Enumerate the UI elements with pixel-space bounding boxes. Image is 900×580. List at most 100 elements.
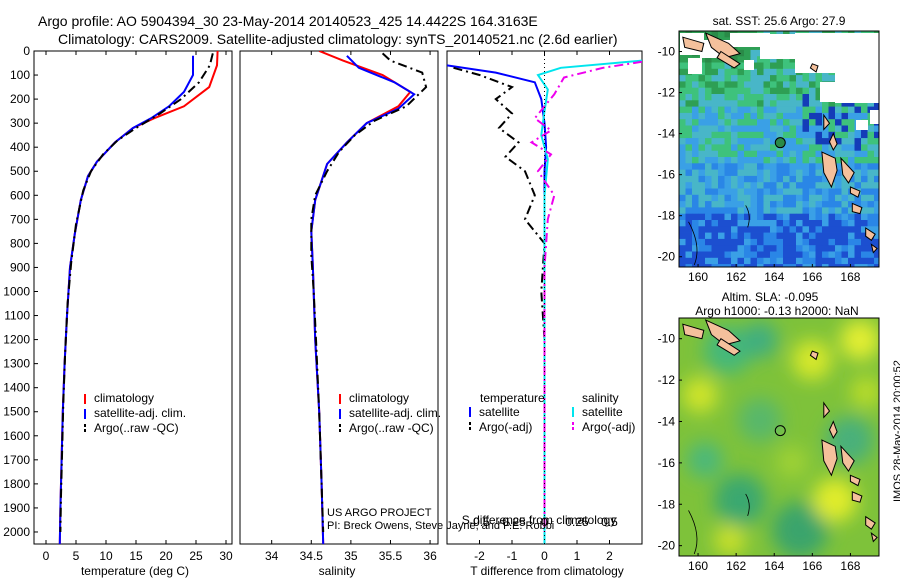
temperature-xtick-label: 20 xyxy=(159,549,173,563)
sst-cell xyxy=(750,125,758,133)
sst-cell xyxy=(711,68,719,76)
sst-cell xyxy=(783,213,790,221)
sst-cell xyxy=(796,201,803,208)
sst-cell xyxy=(776,264,784,267)
sst-cell xyxy=(705,157,712,164)
sst-cell xyxy=(867,157,875,164)
map_sst-argo-marker xyxy=(774,137,786,149)
sst-cell xyxy=(763,75,771,82)
title-line2: Climatology: CARS2009. Satellite-adjuste… xyxy=(58,31,618,47)
sst-cell xyxy=(854,100,862,107)
sst-cell xyxy=(724,94,732,101)
sst-cell xyxy=(698,144,706,151)
sst-cell xyxy=(854,175,862,183)
sst-cell xyxy=(770,119,777,126)
sst-cell xyxy=(789,226,797,233)
sst-cell xyxy=(711,188,719,196)
sst-cell xyxy=(802,169,810,177)
sst-cell xyxy=(757,94,764,101)
sst-cell xyxy=(828,226,836,233)
sst-cell xyxy=(685,194,693,202)
sst-cell xyxy=(718,100,725,107)
sst-cell xyxy=(802,264,810,267)
sst-cell xyxy=(711,157,719,164)
sst-cell xyxy=(698,213,706,221)
sst-cell xyxy=(757,232,764,240)
sst-cell xyxy=(705,238,712,246)
sst-cell xyxy=(789,94,797,101)
sst-cell xyxy=(802,112,810,120)
sst-cell xyxy=(724,75,732,82)
map_sst-ytick-label: -18 xyxy=(658,209,676,223)
sst-cell xyxy=(750,213,758,221)
temperature-ytick-label: 600 xyxy=(10,188,30,202)
map_sla-ytick-label: -20 xyxy=(658,539,676,553)
sst-cell xyxy=(854,220,862,227)
sst-cell xyxy=(802,163,810,170)
sst-cell xyxy=(770,157,777,164)
sst-cell xyxy=(835,245,842,252)
sst-cell xyxy=(848,182,855,189)
sst-cell xyxy=(783,257,790,265)
sst-cell xyxy=(776,220,784,227)
sst-cell xyxy=(757,238,764,246)
sst-cell xyxy=(679,68,686,76)
map_sla-island xyxy=(682,323,705,340)
sst-cell xyxy=(835,150,842,158)
salinity-xtick-label: 35 xyxy=(344,549,358,563)
sst-cell xyxy=(770,264,777,267)
sst-cell xyxy=(698,175,706,183)
sst-cell xyxy=(705,150,712,158)
sst-cell xyxy=(796,157,803,164)
sst-cell xyxy=(861,201,868,208)
sst-cell xyxy=(692,201,699,208)
sst-cell xyxy=(763,182,771,189)
sst-cell xyxy=(783,94,790,101)
sst-cell xyxy=(737,62,745,70)
map_sla-island xyxy=(823,401,831,419)
sst-cell xyxy=(874,169,879,177)
sst-cell xyxy=(750,245,758,252)
sst-cell xyxy=(770,56,777,63)
sst-cell xyxy=(789,56,797,63)
sst-cell xyxy=(828,257,836,265)
sst-cell xyxy=(731,157,738,164)
sst-cell xyxy=(828,188,836,196)
sst-cell xyxy=(737,175,745,183)
sst-cell xyxy=(822,125,829,133)
temperature-legend-label: climatology xyxy=(94,391,154,405)
sst-cell xyxy=(679,188,686,196)
sst-cell xyxy=(731,106,738,114)
sst-cell xyxy=(731,194,738,202)
sst-cell xyxy=(835,257,842,265)
sst-cell xyxy=(770,226,777,233)
sst-cell xyxy=(724,226,732,233)
sst-cell xyxy=(731,220,738,227)
sst-cell xyxy=(848,144,855,151)
sst-cell xyxy=(718,31,725,38)
map_sst-depth-contour xyxy=(745,205,750,228)
sst-cell xyxy=(692,138,699,145)
sst-cell xyxy=(757,144,764,151)
sst-cell xyxy=(705,106,712,114)
sst-cell xyxy=(796,125,803,133)
sst-cell xyxy=(848,100,855,107)
sst-cell xyxy=(848,163,855,170)
sst-cell xyxy=(705,144,712,151)
sst-cell xyxy=(770,163,777,170)
sst-cell xyxy=(874,232,879,240)
sst-cell xyxy=(724,100,732,107)
sst-cell xyxy=(802,175,810,183)
sst-cell xyxy=(828,194,836,202)
sst-cell xyxy=(692,150,699,158)
sst-cell xyxy=(698,207,706,214)
sst-cell xyxy=(835,175,842,183)
sst-cell xyxy=(789,251,797,259)
sst-cell xyxy=(685,100,693,107)
sst-cell xyxy=(724,201,732,208)
sst-cell xyxy=(841,131,849,139)
difference-xtick2-label: 0.25 xyxy=(565,515,589,529)
sst-cell xyxy=(750,232,758,240)
sst-cell xyxy=(757,257,764,265)
sst-cell xyxy=(854,163,862,170)
